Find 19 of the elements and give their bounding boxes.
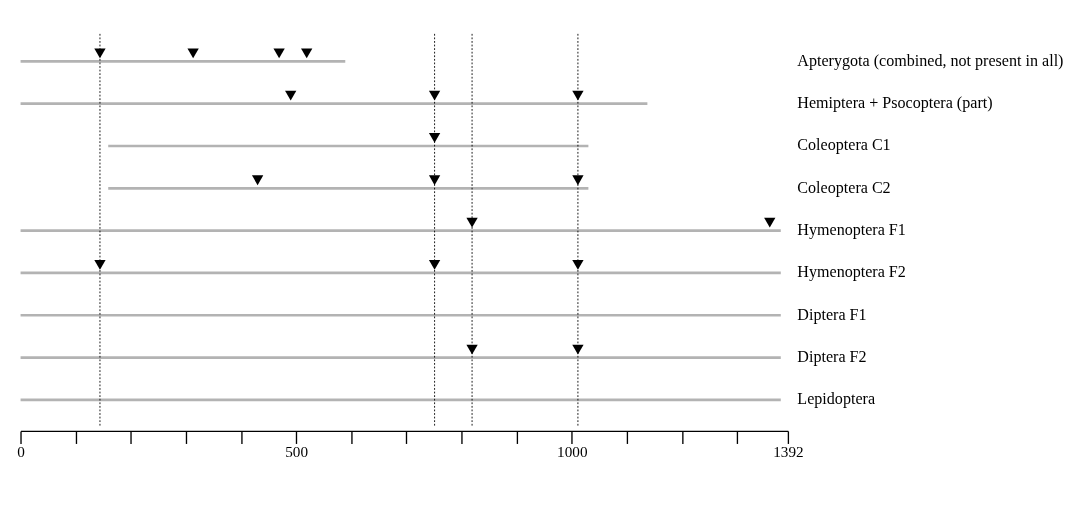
bar [20, 356, 781, 359]
bar [20, 60, 346, 63]
bar [20, 229, 781, 232]
bar [108, 186, 589, 190]
x-tick-label: 500 [285, 443, 309, 461]
y-tick-label: Diptera F1 [797, 305, 867, 324]
y-tick-label: Hemiptera + Psocoptera (part) [797, 94, 993, 113]
x-tick-label: 1392 [773, 443, 804, 461]
bar [20, 313, 781, 317]
y-tick-label: Coleoptera C1 [797, 136, 891, 155]
x-tick-label: 1000 [557, 443, 588, 461]
bar [20, 102, 648, 106]
x-tick-label: 0 [17, 443, 26, 461]
y-tick-label: Hymenoptera F2 [797, 263, 906, 282]
y-tick-label: Lepidoptera [797, 390, 876, 409]
y-tick-label: Apterygota (combined, not present in all) [797, 51, 1064, 70]
y-tick-label: Coleoptera C2 [797, 178, 891, 197]
y-tick-label: Hymenoptera F1 [797, 221, 906, 240]
y-tick-label: Diptera F2 [797, 348, 867, 367]
